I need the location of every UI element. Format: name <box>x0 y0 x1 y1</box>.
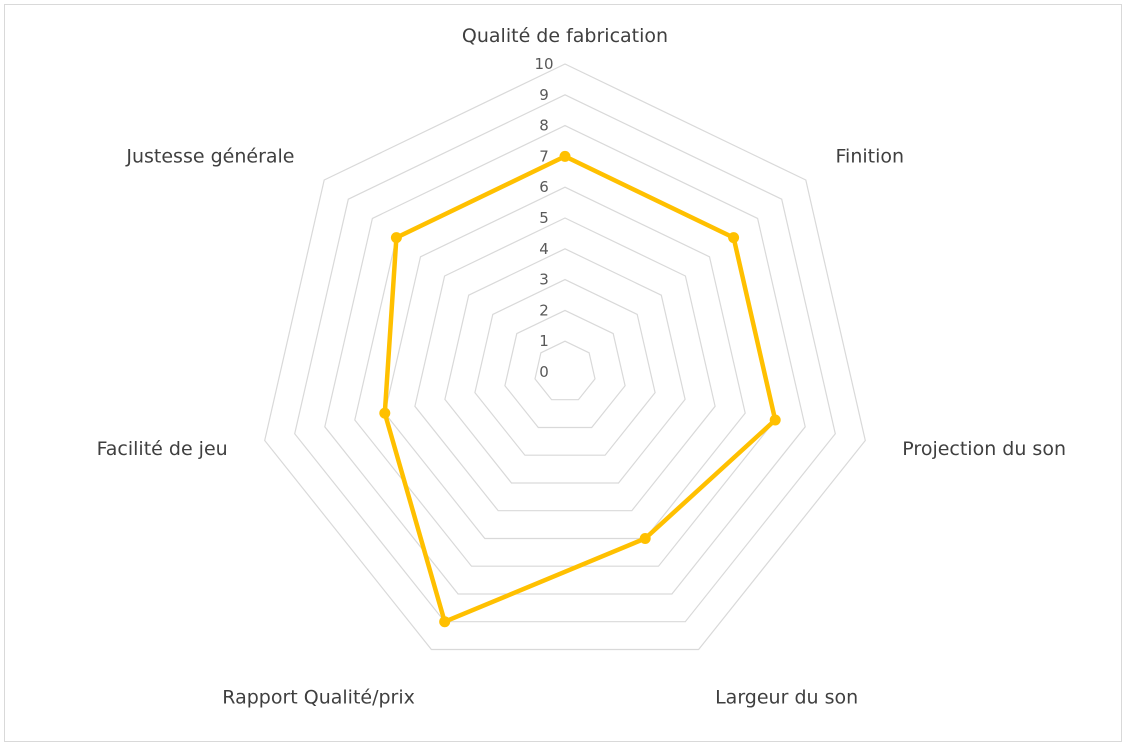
series-layer <box>379 150 781 628</box>
grid-ring-10 <box>264 63 866 651</box>
grid-ring-2 <box>504 309 626 429</box>
tick-label-4: 4 <box>539 240 549 258</box>
category-label-2: Projection du son <box>902 438 1066 460</box>
tick-label-7: 7 <box>539 147 549 165</box>
grid-ring-6 <box>384 186 746 540</box>
tick-label-6: 6 <box>539 178 549 196</box>
category-label-3: Largeur du son <box>715 687 858 709</box>
data-point-2 <box>769 414 781 426</box>
tick-label-5: 5 <box>539 209 549 227</box>
data-point-1 <box>728 232 740 244</box>
grid-ring-1 <box>534 340 596 401</box>
tick-label-2: 2 <box>539 301 549 319</box>
tick-label-8: 8 <box>539 117 549 135</box>
tick-label-3: 3 <box>539 271 549 289</box>
tick-labels: 0 1 2 3 4 5 6 7 8 9 10 <box>534 55 553 381</box>
series-line-0 <box>382 154 778 624</box>
category-label-6: Justesse générale <box>125 145 294 167</box>
category-label-4: Rapport Qualité/prix <box>222 687 415 709</box>
data-point-6 <box>390 232 402 244</box>
data-point-4 <box>439 616 451 628</box>
grid-ring-3 <box>474 278 656 456</box>
tick-label-9: 9 <box>539 86 549 104</box>
grid-ring-8 <box>324 124 806 595</box>
category-label-5: Facilité de jeu <box>97 438 228 460</box>
tick-label-10: 10 <box>534 55 553 73</box>
category-labels: Qualité de fabrication Finition Projection… <box>97 25 1066 709</box>
category-label-1: Finition <box>836 145 905 167</box>
data-point-5 <box>379 407 391 419</box>
grid-ring-9 <box>294 94 836 623</box>
grid-ring-5 <box>414 217 716 512</box>
tick-label-1: 1 <box>539 332 549 350</box>
grid-rings <box>264 63 866 651</box>
tick-label-0: 0 <box>539 363 549 381</box>
grid-ring-4 <box>444 248 686 484</box>
data-point-0 <box>559 150 571 162</box>
data-point-3 <box>639 533 651 544</box>
category-label-0: Qualité de fabrication <box>462 25 668 47</box>
